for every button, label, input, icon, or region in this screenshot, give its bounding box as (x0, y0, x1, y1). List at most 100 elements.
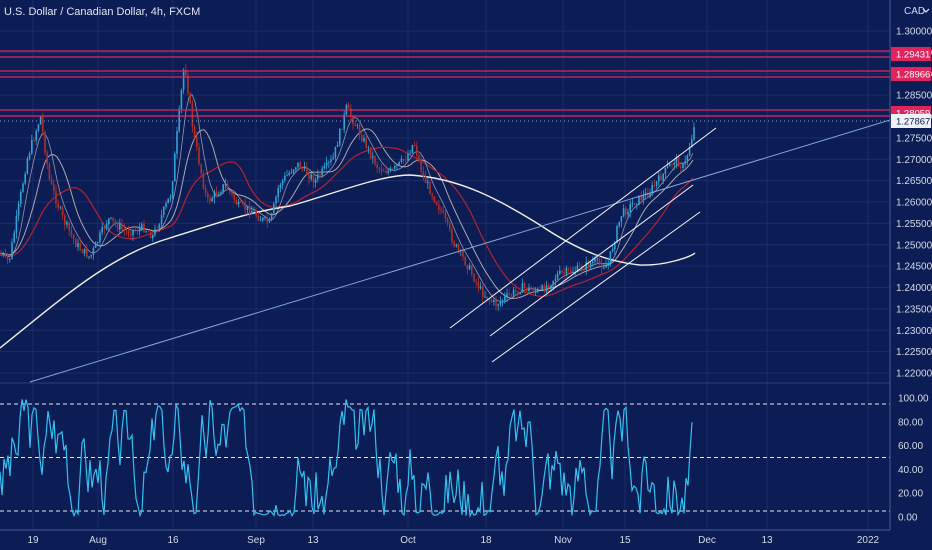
candle-body (431, 194, 433, 197)
candle-body (273, 203, 275, 214)
oscillator-tick-label: 80.00 (898, 417, 923, 428)
x-tick-label: 19 (27, 535, 39, 546)
candle-body (420, 159, 422, 172)
candle-body (449, 222, 451, 230)
time-axis (0, 530, 932, 550)
current-price-label: 1.27867 (896, 117, 930, 128)
candle-body (495, 300, 497, 306)
oscillator-tick-label: 20.00 (898, 489, 923, 500)
candle-body (405, 160, 407, 162)
candle-body (398, 161, 400, 166)
candle-body (592, 261, 594, 264)
candle-body (310, 174, 312, 180)
candle-body (691, 139, 693, 148)
channel-mid-line (489, 184, 694, 337)
candle-body (286, 175, 288, 176)
candle-body (611, 249, 614, 252)
candle-body (477, 281, 480, 289)
candle-body (647, 192, 649, 198)
candle-body (686, 155, 689, 161)
candle-body (607, 263, 609, 266)
candle-body (314, 179, 317, 183)
candle-body (640, 195, 642, 201)
candle-body (515, 289, 517, 292)
candle-body (317, 174, 319, 180)
x-tick-label: Dec (698, 535, 716, 546)
candle-body (629, 203, 631, 212)
candle-body (521, 283, 524, 293)
candle-body (101, 227, 103, 233)
candle-body (257, 215, 260, 221)
y-tick-label: 1.22000 (896, 369, 932, 380)
resistance-price-tag (891, 47, 931, 61)
candle-body (411, 145, 414, 154)
candle-body (75, 238, 77, 247)
oscillator-tick-label: 0.00 (898, 513, 918, 524)
currency-selector[interactable]: CAD (904, 6, 930, 17)
candle-body (213, 191, 216, 199)
candle-body (211, 198, 213, 202)
candle-body (385, 171, 387, 173)
candle-body (583, 269, 585, 271)
candle-body (609, 251, 612, 264)
candle-body (669, 163, 671, 167)
candle-body (68, 222, 70, 231)
candle-body (493, 300, 495, 302)
candle-body (616, 226, 618, 243)
oscillator (0, 399, 890, 519)
oscillator-axis-labels: 100.00 80.00 60.00 40.00 20.00 0.00 (898, 394, 929, 524)
candle-body (55, 190, 57, 204)
y-tick-label: 1.27500 (896, 133, 932, 144)
candle-body (510, 294, 513, 296)
candle-body (347, 104, 350, 109)
candle-body (636, 204, 638, 206)
candle-body (306, 166, 308, 175)
candle-body (671, 163, 673, 165)
ma-20-line (0, 128, 694, 299)
candle-body (380, 168, 383, 172)
candle-body (262, 217, 264, 221)
candle-body (176, 131, 178, 154)
chart-title: U.S. Dollar / Canadian Dollar, 4h, FXCM (4, 6, 200, 18)
candle-body (163, 206, 165, 216)
x-tick-label: 15 (619, 535, 631, 546)
candle-body (614, 242, 616, 250)
candle-body (233, 194, 235, 201)
grid-lines (0, 0, 890, 530)
resistance-price-label: 1.29431 (896, 50, 930, 61)
candle-body (288, 172, 290, 176)
candle-body (622, 208, 625, 217)
candle-body (24, 173, 26, 184)
candle-body (253, 210, 255, 212)
candle-body (354, 124, 356, 126)
candle-body (534, 291, 537, 293)
x-tick-label: Nov (554, 535, 572, 546)
candle-body (323, 165, 326, 169)
candle-body (44, 132, 46, 153)
candle-body (33, 140, 35, 142)
candle-body (372, 156, 374, 158)
candle-body (83, 248, 86, 254)
resistance-price-label: 1.28966 (896, 70, 930, 81)
candle-body (187, 74, 189, 94)
candle-body (185, 69, 187, 75)
candle-body (134, 229, 136, 231)
candle-body (693, 127, 695, 140)
candle-body (251, 211, 253, 215)
candle-body (682, 163, 684, 168)
oscillator-tick-label: 60.00 (898, 441, 923, 452)
candle-body (429, 181, 431, 195)
candle-body (255, 210, 257, 216)
candle-body (543, 285, 546, 292)
candle-body (402, 159, 405, 161)
x-axis-labels: 19 Aug 16 Sep 13 Oct 18 Nov 15 Dec 13 2022 (27, 535, 879, 546)
candle-body (435, 201, 438, 205)
candle-body (268, 219, 271, 223)
candle-body (655, 181, 658, 186)
candle-body (605, 265, 607, 268)
candle-body (308, 174, 310, 180)
candle-body (79, 243, 81, 250)
candle-body (180, 89, 183, 109)
